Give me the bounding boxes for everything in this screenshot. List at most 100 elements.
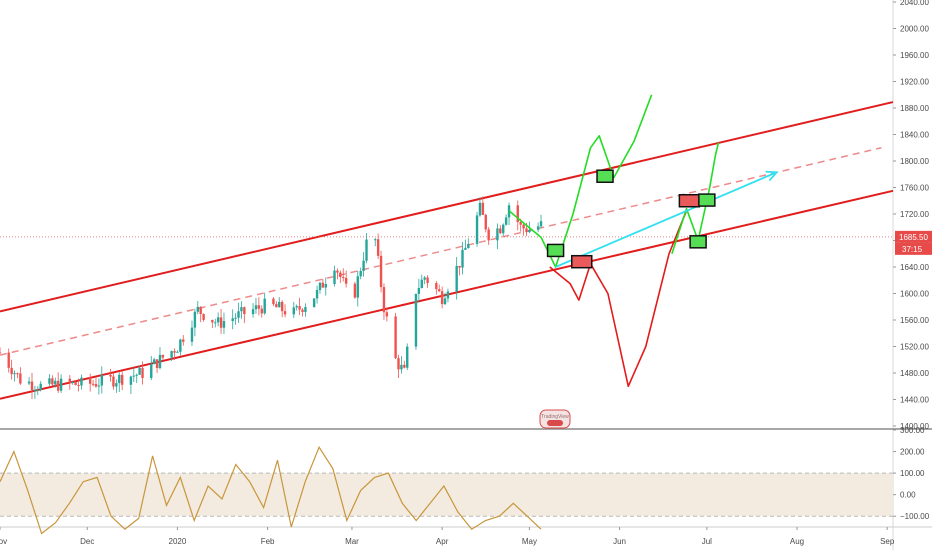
candle-body bbox=[426, 277, 429, 284]
candle-body bbox=[97, 385, 101, 387]
candle-body bbox=[161, 354, 165, 358]
oscillator-grid bbox=[0, 472, 893, 517]
candle-body bbox=[362, 260, 365, 271]
candle-body bbox=[385, 312, 389, 317]
candle-body bbox=[312, 298, 316, 308]
oscillator-tick-label: 0.00 bbox=[900, 491, 916, 500]
price-tick-label: 1960.00 bbox=[900, 51, 929, 60]
candle-body bbox=[292, 307, 295, 315]
candle-body bbox=[414, 293, 418, 347]
candle-body bbox=[219, 317, 223, 328]
oscillator-tick-label: −100.00 bbox=[900, 512, 930, 521]
candle-body bbox=[68, 378, 72, 383]
candle-body bbox=[496, 228, 499, 241]
last-price-tag bbox=[895, 230, 932, 243]
candle-body bbox=[118, 374, 121, 384]
time-tick-label: Mar bbox=[345, 537, 359, 546]
time-tick-label: 2020 bbox=[169, 537, 187, 546]
time-tick-label: Apr bbox=[436, 537, 449, 546]
candle-body bbox=[237, 311, 240, 318]
candle-body bbox=[516, 205, 519, 223]
candle-body bbox=[202, 314, 205, 320]
time-tick-label: Jun bbox=[613, 537, 626, 546]
candle-body bbox=[382, 287, 386, 313]
candle-body bbox=[48, 378, 51, 384]
time-tick-label: Nov bbox=[0, 537, 7, 546]
tradingview-logo: TradingView bbox=[539, 409, 571, 429]
channel-mid-line bbox=[0, 147, 882, 356]
candle-body bbox=[77, 384, 80, 386]
candle-body bbox=[504, 217, 508, 225]
candle-body bbox=[132, 375, 136, 377]
price-tick-label: 1840.00 bbox=[900, 131, 929, 140]
candle-body bbox=[190, 327, 194, 342]
time-tick-label: Aug bbox=[790, 537, 804, 546]
candle-body bbox=[214, 322, 217, 324]
candle-body bbox=[283, 311, 287, 315]
candle-body bbox=[56, 380, 60, 391]
candle-body bbox=[150, 364, 153, 379]
tradingview-logo-text: TradingView bbox=[541, 414, 569, 420]
candle-body bbox=[403, 364, 406, 368]
candle-body bbox=[342, 277, 345, 279]
candle-body bbox=[539, 221, 543, 227]
candle-body bbox=[536, 226, 540, 230]
candle-body bbox=[365, 239, 368, 261]
candle-body bbox=[54, 380, 57, 385]
candle-body bbox=[298, 306, 301, 310]
candle-body bbox=[30, 381, 34, 390]
price-tick-label: 2000.00 bbox=[900, 25, 929, 34]
candle-body bbox=[446, 291, 450, 299]
red-projection-path bbox=[549, 210, 688, 388]
time-tick-label: May bbox=[522, 537, 537, 546]
candle-body bbox=[353, 283, 357, 298]
candle-body bbox=[438, 289, 441, 292]
candle-body bbox=[176, 351, 179, 353]
candle-body bbox=[487, 229, 490, 241]
candle-body bbox=[179, 339, 182, 352]
countdown-tag bbox=[895, 242, 932, 255]
candle-body bbox=[211, 319, 214, 323]
candle-body bbox=[394, 316, 397, 359]
oscillator-axis: 300.00 200.00 100.00 0.00 −100.00 bbox=[893, 426, 930, 521]
candle-body bbox=[397, 358, 400, 370]
candle-body bbox=[112, 376, 115, 387]
candle-body bbox=[216, 317, 220, 323]
price-tick-label: 1400.00 bbox=[900, 422, 929, 431]
green-projection-path-2 bbox=[671, 142, 720, 255]
candle-body bbox=[263, 298, 266, 314]
candle-body bbox=[280, 301, 284, 312]
candle-body bbox=[344, 277, 348, 284]
price-tick-label: 1560.00 bbox=[900, 316, 929, 325]
candle-body bbox=[129, 376, 133, 385]
oscillator-tick-label: 200.00 bbox=[900, 448, 925, 457]
green-box-marker bbox=[596, 169, 614, 183]
time-tick-label: Feb bbox=[261, 537, 275, 546]
channel-upper-line bbox=[0, 101, 894, 313]
candle-body bbox=[339, 272, 342, 278]
candle-body bbox=[525, 228, 528, 233]
candle-body bbox=[324, 284, 327, 288]
last-price-label: 1685.50 bbox=[899, 233, 928, 242]
candle-body bbox=[170, 351, 173, 358]
candle-body bbox=[51, 378, 54, 385]
time-tick-label: Jul bbox=[702, 537, 712, 546]
candle-body bbox=[374, 239, 377, 241]
last-price-marker: 1685.50 37:15 bbox=[895, 230, 932, 255]
candle-body bbox=[301, 309, 304, 312]
candle-body bbox=[257, 305, 261, 309]
price-tick-label: 1720.00 bbox=[900, 210, 929, 219]
candle-body bbox=[94, 383, 98, 387]
candle-body bbox=[120, 374, 124, 385]
candle-body bbox=[278, 301, 281, 308]
candle-body bbox=[420, 279, 423, 289]
red-box-marker bbox=[678, 194, 701, 208]
countdown-label: 37:15 bbox=[902, 245, 923, 254]
candle-body bbox=[91, 383, 95, 385]
candle-body bbox=[461, 249, 464, 268]
oscillator-tick-label: 300.00 bbox=[900, 426, 925, 435]
price-tick-label: 2040.00 bbox=[900, 0, 929, 7]
time-axis: Nov Dec 2020 Feb Mar Apr May Jun Jul Aug Sep bbox=[0, 527, 895, 546]
price-pane bbox=[0, 0, 893, 426]
